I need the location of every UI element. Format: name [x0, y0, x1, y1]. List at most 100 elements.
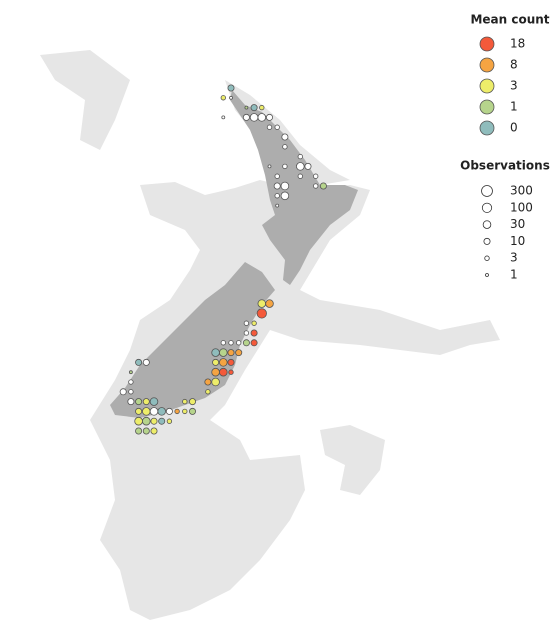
- observation-point: [227, 84, 235, 92]
- observation-point: [249, 113, 259, 122]
- legend-size-swatch: [481, 185, 493, 197]
- observation-point: [127, 398, 135, 406]
- observation-point: [205, 389, 211, 395]
- observation-point: [174, 408, 180, 415]
- observation-point: [313, 183, 319, 189]
- observation-point: [135, 407, 143, 415]
- legend-label: 18: [510, 37, 525, 51]
- legend-size-swatch: [485, 273, 489, 277]
- legend-label: 100: [510, 200, 533, 214]
- observation-point: [274, 193, 280, 199]
- points: [119, 84, 327, 435]
- legend-size-swatch: [484, 255, 490, 261]
- observation-point: [296, 162, 305, 171]
- north-island: [230, 90, 358, 285]
- observation-point: [221, 115, 226, 120]
- legend-color-swatch: [479, 57, 495, 73]
- legend-label: 0: [510, 121, 518, 135]
- observation-point: [304, 162, 312, 170]
- legend-color-swatch: [479, 78, 495, 94]
- observation-point: [142, 398, 150, 406]
- legend-label: 1: [510, 100, 518, 114]
- observation-point: [227, 358, 235, 366]
- observation-point: [211, 377, 220, 387]
- observation-point: [149, 397, 159, 406]
- legend-size-swatch: [481, 202, 493, 213]
- observation-point: [251, 320, 257, 326]
- legend-label: 3: [510, 79, 518, 93]
- observation-point: [135, 398, 143, 406]
- plateau: [90, 180, 500, 620]
- legend-label: 30: [510, 217, 525, 231]
- observation-point: [236, 340, 242, 346]
- observation-point: [243, 330, 250, 336]
- observation-point: [259, 104, 265, 111]
- legend-label: 3: [510, 251, 518, 265]
- observation-point: [188, 398, 196, 406]
- observation-point: [128, 379, 134, 385]
- observation-point: [157, 407, 166, 416]
- observation-point: [250, 104, 258, 112]
- northern-ridge: [40, 50, 130, 150]
- observation-point: [280, 181, 290, 191]
- legend-label: 10: [510, 234, 525, 248]
- observation-point: [273, 182, 281, 190]
- observation-point: [265, 299, 274, 308]
- observation-point: [220, 340, 226, 346]
- chatham-rise: [320, 425, 385, 495]
- observation-point: [219, 348, 228, 357]
- observation-point: [275, 203, 280, 208]
- observation-point: [119, 388, 127, 396]
- observation-point: [228, 340, 234, 346]
- legend-title: Mean count: [470, 13, 549, 27]
- observation-point: [211, 348, 220, 357]
- observation-point: [228, 369, 234, 375]
- observation-point: [297, 173, 303, 179]
- observation-point: [242, 339, 250, 347]
- observation-point: [219, 367, 228, 377]
- observation-point: [134, 416, 143, 426]
- south-island: [110, 262, 275, 418]
- observation-point: [244, 105, 249, 110]
- observation-point: [274, 124, 280, 130]
- observation-point: [128, 389, 134, 395]
- legend-color-swatch: [479, 120, 495, 136]
- observation-point: [243, 320, 250, 326]
- legend-label: 300: [510, 184, 533, 198]
- observation-point: [313, 173, 319, 179]
- observation-point: [135, 427, 143, 435]
- observation-point: [142, 358, 150, 366]
- observation-point: [282, 144, 288, 150]
- observation-point: [204, 378, 212, 386]
- observation-point: [256, 308, 267, 319]
- observation-point: [266, 124, 273, 130]
- observation-point: [250, 329, 258, 337]
- legend-size-swatch: [483, 237, 491, 245]
- legend-label: 8: [510, 58, 518, 72]
- observation-point: [182, 398, 188, 405]
- observation-point: [274, 173, 280, 179]
- legend-title: Observations: [460, 159, 550, 173]
- observation-point: [158, 417, 166, 425]
- observation-point: [282, 163, 288, 170]
- observation-point: [257, 113, 267, 122]
- observation-point: [219, 358, 228, 367]
- observation-point: [227, 349, 235, 357]
- observation-point: [142, 407, 151, 416]
- legend-color-swatch: [479, 36, 495, 52]
- observation-point: [257, 299, 267, 308]
- observation-point: [150, 417, 158, 425]
- observation-point: [182, 408, 188, 415]
- observation-point: [166, 418, 173, 424]
- observation-point: [229, 95, 233, 100]
- observation-point: [319, 182, 327, 190]
- observation-point: [220, 95, 226, 101]
- observation-point: [297, 153, 303, 160]
- legend-color-swatch: [479, 99, 495, 115]
- legend: Mean count Observations 1883103001003010…: [460, 13, 550, 282]
- legend-label: 1: [510, 268, 518, 282]
- observation-point: [135, 358, 143, 366]
- legend-size-swatch: [482, 220, 492, 229]
- observation-point: [242, 113, 250, 121]
